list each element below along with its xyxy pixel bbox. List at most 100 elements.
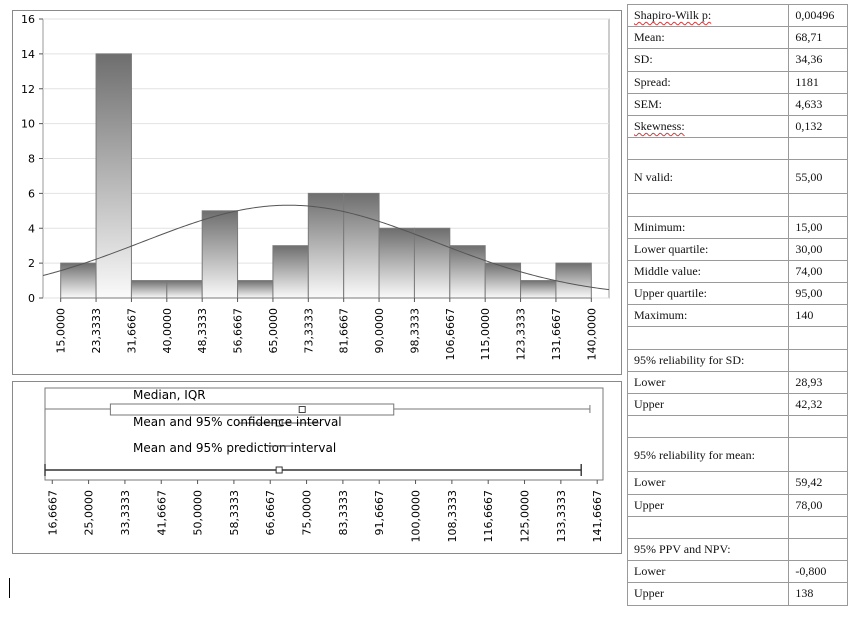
- stats-value: 0,132: [788, 114, 848, 139]
- stats-label: Upper: [626, 493, 790, 517]
- stats-row: 95% reliability for SD:: [626, 348, 848, 372]
- stats-value: 59,42: [788, 471, 848, 495]
- stats-label-text: Minimum:: [634, 219, 686, 234]
- histogram-bar: [130, 280, 168, 299]
- x-tick-label: 131,6667: [550, 308, 563, 361]
- stats-label-text: Upper quartile:: [634, 286, 707, 301]
- stats-row: Upper 78,00: [626, 493, 848, 517]
- stats-value: 4,633: [788, 92, 848, 116]
- histogram-bar: [413, 227, 451, 299]
- x-tick-label: 16,6667: [46, 490, 59, 536]
- histogram-bar: [95, 53, 132, 299]
- x-tick-label: 73,3333: [302, 308, 315, 354]
- x-tick-label: 81,6667: [338, 308, 351, 354]
- stats-value: [788, 326, 848, 350]
- x-tick-label: 98,3333: [408, 308, 421, 354]
- stats-label-text: Lower quartile:: [634, 241, 709, 256]
- stats-value: [788, 137, 848, 161]
- x-tick-label: 56,6667: [232, 308, 245, 354]
- stats-label: N valid:: [626, 159, 790, 195]
- histogram-panel: 0 2 4 6 8 10 12 14 16 15,0000 23,3333 31,6667 40,000…: [12, 10, 622, 375]
- stats-value: 42,32: [788, 392, 848, 417]
- stats-value: 15,00: [788, 215, 848, 239]
- histogram-bar: [378, 227, 415, 299]
- stats-value: 55,00: [788, 159, 848, 195]
- stats-value: 34,36: [788, 48, 848, 72]
- y-tick-label: 8: [28, 153, 35, 166]
- stats-label: Skewness:: [626, 114, 790, 139]
- x-tick-label: 125,0000: [519, 490, 532, 543]
- x-tick-label: 31,6667: [125, 308, 138, 354]
- stats-value: 74,00: [788, 259, 848, 284]
- stats-row: Maximum: 140: [626, 304, 848, 328]
- stats-row: N valid: 55,00: [626, 159, 848, 195]
- mean-marker: [275, 466, 283, 474]
- stats-value: 140: [788, 304, 848, 328]
- stats-value: 30,00: [788, 237, 848, 261]
- stats-row: SD: 34,36: [626, 48, 848, 72]
- stats-value: -0,800: [788, 560, 848, 584]
- stats-label: Maximum:: [626, 304, 790, 328]
- stats-row: [626, 415, 848, 439]
- histogram-bar: [60, 262, 97, 299]
- x-tick-label: 25,0000: [83, 490, 96, 536]
- histogram-bar: [343, 192, 380, 299]
- histogram-chart: 0 2 4 6 8 10 12 14 16 15,0000 23,3333 31,6667 40,000…: [21, 13, 610, 361]
- iqr-box: [109, 403, 395, 416]
- stats-label: Lower: [626, 560, 790, 584]
- stats-label-text: Lower: [634, 475, 666, 490]
- stats-value: [788, 193, 848, 217]
- stats-row: Middle value: 74,00: [626, 259, 848, 284]
- histogram-bar: [307, 192, 345, 299]
- stats-label-text: Lower: [634, 374, 666, 389]
- histogram-bar: [484, 262, 522, 299]
- x-tick-label: 123,3333: [515, 308, 528, 361]
- x-tick-label: 106,6667: [444, 308, 457, 361]
- stats-row: Lower 28,93: [626, 370, 848, 395]
- legend-prediction-interval: Mean and 95% prediction interval: [133, 441, 336, 455]
- stats-label: Lower: [626, 370, 790, 395]
- x-tick-label: 23,3333: [90, 308, 103, 354]
- x-tick-label: 50,0000: [192, 490, 205, 536]
- stats-label-text: 95% PPV and NPV:: [634, 542, 731, 557]
- stats-value: [788, 348, 848, 372]
- x-tick-label: 41,6667: [155, 490, 168, 536]
- stats-label-text: Upper: [634, 497, 664, 512]
- stats-value: [788, 515, 848, 539]
- stats-value: 68,71: [788, 26, 848, 50]
- y-tick-label: 0: [28, 292, 35, 305]
- y-tick-label: 10: [21, 118, 35, 131]
- stats-label-text: SEM:: [634, 96, 663, 111]
- stats-value: 138: [788, 582, 848, 606]
- stats-label-text: 95% reliability for SD:: [634, 352, 745, 367]
- x-tick-label: 75,0000: [301, 490, 314, 536]
- stats-label: [626, 137, 790, 161]
- stats-row: [626, 193, 848, 217]
- x-tick-label: 48,3333: [196, 308, 209, 354]
- legend-median-iqr: Median, IQR: [133, 388, 206, 402]
- x-tick-label: 108,3333: [446, 490, 459, 543]
- stats-label-text: Middle value:: [634, 263, 701, 278]
- stats-row: [626, 137, 848, 161]
- stats-label: Upper: [626, 392, 790, 417]
- stats-row: Upper quartile: 95,00: [626, 282, 848, 306]
- stats-label-text: Upper: [634, 397, 664, 412]
- stats-row: Lower quartile: 30,00: [626, 237, 848, 261]
- stats-label-text: Upper: [634, 586, 664, 601]
- stats-label-text: Skewness:: [634, 119, 685, 134]
- x-tick-label: 83,3333: [337, 490, 350, 536]
- x-tick-label: 115,0000: [479, 308, 492, 361]
- stats-label: Spread:: [626, 70, 790, 94]
- histogram-bar: [201, 210, 239, 299]
- x-tick-label: 91,6667: [373, 490, 386, 536]
- stats-label: Lower quartile:: [626, 237, 790, 261]
- stats-value: [788, 415, 848, 439]
- stats-label: Mean:: [626, 26, 790, 50]
- stats-label-text: Shapiro-Wilk p:: [634, 8, 712, 23]
- x-tick-label: 65,0000: [267, 308, 280, 354]
- stats-label-text: 95% reliability for mean:: [634, 447, 755, 462]
- stats-label: [626, 326, 790, 350]
- normal-distribution-curve: [42, 204, 610, 291]
- histogram-bar: [166, 280, 203, 299]
- stats-row: 95% PPV and NPV:: [626, 537, 848, 562]
